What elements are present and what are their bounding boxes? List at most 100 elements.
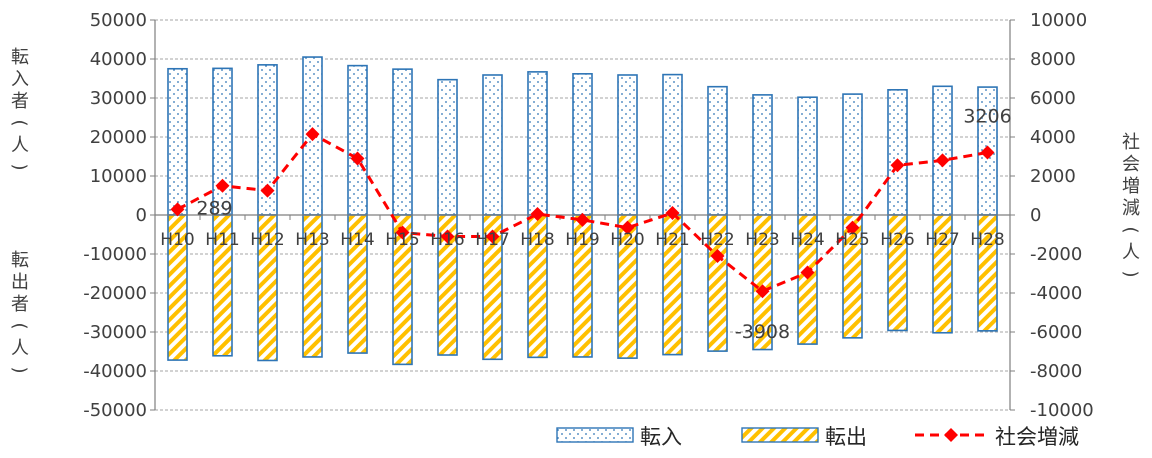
- right-tick-label: 4000: [1030, 127, 1076, 148]
- axis-title-char: 者: [11, 294, 29, 315]
- category-label: H16: [430, 230, 464, 250]
- social-change-marker: [665, 206, 680, 221]
- category-label: H23: [745, 230, 779, 250]
- legend-marker: [944, 428, 958, 442]
- bar-in: [662, 73, 683, 216]
- social-change-marker: [350, 151, 365, 166]
- data-label: -3908: [735, 321, 790, 343]
- axis-title-char: 転: [11, 47, 29, 68]
- bar-in: [347, 64, 368, 216]
- bar-in: [212, 67, 233, 216]
- category-label: H13: [295, 230, 329, 250]
- right-tick-label: -8000: [1030, 361, 1082, 382]
- category-label: H27: [925, 230, 959, 250]
- legend-item-in: 転入: [556, 425, 682, 449]
- data-labels: 289 -3908 3206: [196, 105, 1011, 343]
- social-change-marker: [935, 153, 950, 168]
- series-social-change: [170, 127, 995, 299]
- axis-title-char: 入: [11, 69, 29, 90]
- series-in-bars: [167, 56, 998, 216]
- left-tick-label: -10000: [83, 244, 147, 265]
- axis-title-char: 社: [1122, 132, 1140, 153]
- social-change-marker: [395, 225, 410, 240]
- bar-in: [752, 94, 773, 216]
- left-tick-label: 10000: [90, 166, 147, 187]
- right-tick-label: -10000: [1030, 400, 1094, 421]
- social-change-marker: [890, 158, 905, 173]
- social-change-marker: [440, 229, 455, 244]
- axis-title-char: 会: [1122, 154, 1140, 175]
- legend-swatch: [556, 427, 634, 443]
- right-tick-label: -6000: [1030, 322, 1082, 343]
- right-tick-label: 8000: [1030, 49, 1076, 70]
- category-label: H14: [340, 230, 374, 250]
- bar-in: [887, 89, 908, 216]
- right-tick-label: 2000: [1030, 166, 1076, 187]
- social-change-marker: [800, 265, 815, 280]
- axis-title-char: 人: [1122, 242, 1140, 263]
- social-change-marker: [530, 207, 545, 222]
- axis-title-char: (: [9, 322, 30, 329]
- axis-title-char: ): [9, 366, 30, 373]
- left-tick-label: 40000: [90, 49, 147, 70]
- social-change-marker: [620, 220, 635, 235]
- legend-label: 転入: [640, 425, 682, 449]
- social-change-marker: [710, 248, 725, 263]
- category-label: H28: [970, 230, 1004, 250]
- axis-title-char: 出: [11, 272, 29, 293]
- left-tick-label: -20000: [83, 283, 147, 304]
- left-tick-label: 30000: [90, 88, 147, 109]
- legend-item-social-change: 社会増減: [915, 425, 1079, 449]
- category-label: H20: [610, 230, 644, 250]
- axis-title-char: 人: [11, 135, 29, 156]
- axis-title-char: ): [9, 163, 30, 170]
- category-label: H11: [205, 230, 239, 250]
- axis-title-char: 減: [1122, 198, 1140, 219]
- right-tick-label: -2000: [1030, 244, 1082, 265]
- right-axis-title: 社会増減 (人): [1120, 132, 1141, 278]
- axis-title-char: 増: [1122, 176, 1140, 197]
- legend-item-out: 転出: [741, 425, 867, 449]
- category-labels: H10 H11 H12 H13 H14 H15 H16 H17 H18 H19 H20 H21 H22 H…: [160, 230, 1004, 250]
- axis-title-char: (: [9, 119, 30, 126]
- data-label: 289: [196, 197, 232, 219]
- left-tick-label: -40000: [83, 361, 147, 382]
- bar-in: [437, 78, 458, 216]
- left-tick-label: 50000: [90, 10, 147, 31]
- axis-title-char: 者: [11, 91, 29, 112]
- category-label: H12: [250, 230, 284, 250]
- bar-in: [572, 73, 593, 216]
- left-axis-title-lower: 転出者 ( 人): [9, 250, 30, 374]
- axis-title-char: 人: [11, 338, 29, 359]
- left-tick-label: 20000: [90, 127, 147, 148]
- social-change-marker: [485, 229, 500, 244]
- bar-in: [797, 96, 818, 216]
- category-label: H18: [520, 230, 554, 250]
- axis-title-char: 転: [11, 250, 29, 271]
- axis-titles: 転入者(人)転出者(人)社会増減(人): [9, 47, 1141, 374]
- data-label: 3206: [963, 105, 1011, 127]
- social-change-marker: [305, 127, 320, 142]
- social-change-marker: [170, 202, 185, 217]
- bar-in: [527, 71, 548, 216]
- right-tick-label: 10000: [1030, 10, 1087, 31]
- legend: 転入 転出 社会増減: [556, 425, 1079, 449]
- left-axis-title-upper: 転入者 ( 人): [9, 47, 30, 171]
- left-tick-label: -30000: [83, 322, 147, 343]
- category-label: H22: [700, 230, 734, 250]
- bar-in: [392, 68, 413, 216]
- series-out-bars: [167, 214, 998, 366]
- left-axis-ticks: 50000 40000 30000 20000 10000 0 -10000 -20000 -3…: [83, 10, 147, 421]
- social-change-marker: [575, 212, 590, 227]
- legend-label: 社会増減: [995, 425, 1079, 449]
- axis-title-char: (: [1120, 226, 1141, 233]
- left-tick-label: -50000: [83, 400, 147, 421]
- bar-in: [167, 67, 188, 216]
- category-label: H26: [880, 230, 914, 250]
- right-axis-ticks: 10000 8000 6000 4000 2000 0 -2000 -4000 -6000 -80…: [1030, 10, 1094, 421]
- bar-in: [482, 74, 503, 216]
- category-label: H10: [160, 230, 194, 250]
- social-change-marker: [845, 220, 860, 235]
- social-change-marker: [260, 183, 275, 198]
